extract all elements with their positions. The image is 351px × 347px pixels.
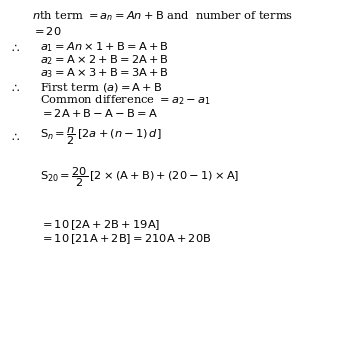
Text: $a_2 = \mathrm{A} \times 2 + \mathrm{B} = 2\mathrm{A} + \mathrm{B}$: $a_2 = \mathrm{A} \times 2 + \mathrm{B} … xyxy=(40,53,170,67)
Text: $= 20$: $= 20$ xyxy=(32,25,61,37)
Text: Common difference $= a_2 - a_1$: Common difference $= a_2 - a_1$ xyxy=(40,93,211,107)
Text: $\therefore$: $\therefore$ xyxy=(9,129,20,143)
Text: $= 10\,[21\mathrm{A} + 2\mathrm{B}] = 210\mathrm{A} + 20\mathrm{B}$: $= 10\,[21\mathrm{A} + 2\mathrm{B}] = 21… xyxy=(40,232,212,246)
Text: $a_3 = \mathrm{A} \times 3 + \mathrm{B} = 3\mathrm{A} + \mathrm{B}$: $a_3 = \mathrm{A} \times 3 + \mathrm{B} … xyxy=(40,66,170,80)
Text: $\therefore$: $\therefore$ xyxy=(9,41,20,54)
Text: $\therefore$: $\therefore$ xyxy=(9,81,20,94)
Text: $n$th term $= a_n = An + \mathrm{B}$ and  number of terms: $n$th term $= a_n = An + \mathrm{B}$ and… xyxy=(32,9,293,23)
Text: First term $(a) = \mathrm{A} + \mathrm{B}$: First term $(a) = \mathrm{A} + \mathrm{B… xyxy=(40,81,163,94)
Text: $= 2\mathrm{A} + \mathrm{B} - \mathrm{A} - \mathrm{B} = \mathrm{A}$: $= 2\mathrm{A} + \mathrm{B} - \mathrm{A}… xyxy=(40,107,158,119)
Text: $= 10\,[2\mathrm{A} + 2\mathrm{B} + 19\mathrm{A}]$: $= 10\,[2\mathrm{A} + 2\mathrm{B} + 19\m… xyxy=(40,218,161,232)
Text: $a_1 = An \times 1 + \mathrm{B} = \mathrm{A} + \mathrm{B}$: $a_1 = An \times 1 + \mathrm{B} = \mathr… xyxy=(40,41,169,54)
Text: $\mathrm{S}_{20} = \dfrac{20}{2}\,[2 \times (\mathrm{A} + \mathrm{B}) + (20-1) \: $\mathrm{S}_{20} = \dfrac{20}{2}\,[2 \ti… xyxy=(40,165,240,189)
Text: $\mathrm{S}_n = \dfrac{n}{2}\,[2a + (n-1)\,d]$: $\mathrm{S}_n = \dfrac{n}{2}\,[2a + (n-1… xyxy=(40,125,162,147)
